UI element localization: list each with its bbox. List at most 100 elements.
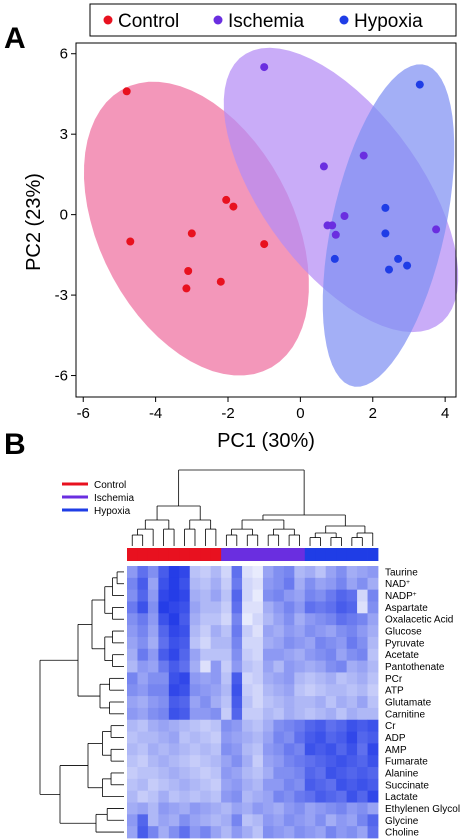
heatmap-cell xyxy=(200,566,212,579)
heatmap-cell xyxy=(168,613,180,626)
heatmap-cell xyxy=(221,755,232,768)
heatmap-cell xyxy=(231,814,243,827)
heatmap-cell xyxy=(357,778,368,792)
heatmap-cell xyxy=(137,826,149,839)
heatmap-cell xyxy=(210,589,222,602)
heatmap-cell xyxy=(158,743,170,756)
pca-legend-box xyxy=(89,3,457,37)
heatmap-cell xyxy=(357,625,368,638)
column-group-cell xyxy=(242,548,253,561)
heatmap-cell xyxy=(336,814,348,827)
heatmap-cell xyxy=(367,778,379,792)
heatmap-cell xyxy=(283,802,295,815)
heatmap-cell xyxy=(346,601,358,614)
pca-point-ischemia xyxy=(359,151,368,160)
pca-point-control xyxy=(187,229,196,238)
heatmap-cell xyxy=(283,767,295,780)
heatmap-cell xyxy=(200,625,212,638)
heatmap-cell xyxy=(168,814,180,827)
heatmap-cell xyxy=(242,648,253,662)
heatmap-cell xyxy=(168,755,180,768)
heatmap-cell xyxy=(127,589,138,602)
heatmap-cell xyxy=(346,707,358,721)
heatmap-cell xyxy=(231,672,243,685)
heatmap-cell xyxy=(210,755,222,768)
heatmap-cell xyxy=(357,684,368,697)
heatmap-cell xyxy=(147,707,159,721)
heatmap-cell xyxy=(221,660,232,673)
pca-y-axis-label: PC2 (23%) xyxy=(23,173,45,271)
heatmap-cell xyxy=(367,613,379,626)
heatmap-cell xyxy=(231,648,243,662)
heatmap-cell xyxy=(346,814,358,827)
heatmap-cell xyxy=(231,767,243,780)
heatmap-cell xyxy=(179,648,191,662)
heatmap-cell xyxy=(336,755,348,768)
heatmap-cell xyxy=(252,648,264,662)
column-group-cell xyxy=(158,548,170,561)
heatmap-cell xyxy=(200,743,212,756)
heatmap-cell xyxy=(325,755,337,768)
heatmap-cell xyxy=(210,778,222,792)
heatmap-cell xyxy=(336,613,348,626)
heatmap-cell xyxy=(367,802,379,815)
heatmap-cell xyxy=(221,767,232,780)
heatmap-cell xyxy=(294,778,306,792)
heatmap-cell xyxy=(325,566,337,579)
heatmap-cell xyxy=(273,566,285,579)
heatmap-cell xyxy=(242,601,253,614)
heatmap-cell xyxy=(283,790,295,803)
heatmap-cell xyxy=(294,814,306,827)
column-group-cell xyxy=(273,548,285,561)
heatmap-cell xyxy=(273,802,285,815)
heatmap-cell xyxy=(127,778,138,792)
heatmap-cell xyxy=(168,589,180,602)
heatmap-cell xyxy=(304,648,316,662)
heatmap-cell xyxy=(221,566,232,579)
heatmap-cell xyxy=(158,566,170,579)
heatmap-cell xyxy=(147,790,159,803)
heatmap-cell xyxy=(336,731,348,744)
heatmap-cell xyxy=(210,696,222,709)
heatmap-cell xyxy=(242,625,253,638)
heatmap-cell xyxy=(189,625,201,638)
heatmap-cell xyxy=(137,743,149,756)
heatmap-cell xyxy=(346,767,358,780)
heatmap-cell xyxy=(315,790,327,803)
heatmap-row-label: Alanine xyxy=(385,769,419,780)
heatmap-cell xyxy=(189,601,201,614)
heatmap-cell xyxy=(137,719,149,732)
heatmap-cell xyxy=(147,589,159,602)
heatmap-cell xyxy=(179,826,191,839)
heatmap-row-label: Pantothenate xyxy=(385,662,445,673)
heatmap-cell xyxy=(127,743,138,756)
heatmap-cell xyxy=(200,577,212,591)
heatmap-cell xyxy=(367,814,379,827)
heatmap-cell xyxy=(200,684,212,697)
heatmap-cell xyxy=(242,613,253,626)
heatmap-cell xyxy=(315,778,327,792)
heatmap-cell xyxy=(127,790,138,803)
pca-point-ischemia xyxy=(340,212,349,220)
heatmap-cell xyxy=(242,755,253,768)
heatmap-cell xyxy=(283,707,295,721)
heatmap-cell xyxy=(221,731,232,744)
heatmap-cell xyxy=(210,660,222,673)
heatmap-cell xyxy=(147,743,159,756)
heatmap-cell xyxy=(231,566,243,579)
heatmap-cell xyxy=(231,636,243,650)
heatmap-cell xyxy=(325,719,337,732)
heatmap-cell xyxy=(252,778,264,792)
heatmap-cell xyxy=(168,636,180,650)
heatmap-cell xyxy=(137,684,149,697)
heatmap-cell xyxy=(168,790,180,803)
pca-point-control xyxy=(122,87,131,96)
heatmap-cell xyxy=(336,566,348,579)
column-group-cell xyxy=(147,548,159,561)
heatmap-cell xyxy=(127,577,138,591)
heatmap-cell xyxy=(304,613,316,626)
heatmap-cell xyxy=(315,660,327,673)
heatmap-cell xyxy=(158,577,170,591)
heatmap-cell xyxy=(315,601,327,614)
heatmap-cell xyxy=(137,566,149,579)
